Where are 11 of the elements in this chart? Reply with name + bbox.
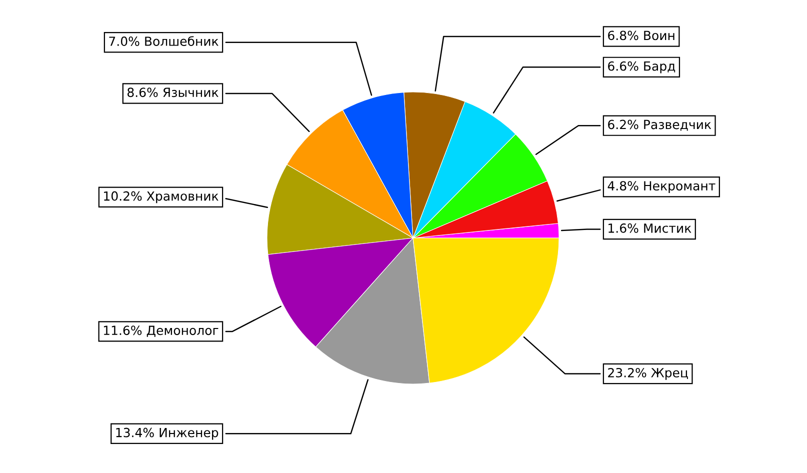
slice-label: 8.6% Язычник — [128, 88, 218, 98]
slice-label: 4.8% Некромант — [608, 181, 716, 193]
slice-label: 6.2% Разведчик — [608, 120, 712, 131]
slice-label: 6.8% Воин — [608, 30, 674, 40]
slice-label: 11.6% Демонолог — [104, 326, 218, 337]
slice-label: 23.2% Жрец — [608, 368, 688, 380]
slice-label: 7.0% Волшебник — [109, 36, 218, 46]
slice-label: 10.2% Храмовник — [104, 191, 218, 204]
slice-label: 1.6% Мистик — [608, 223, 692, 233]
slice-label: 6.6% Бард — [608, 61, 676, 74]
slice-label: 13.4% Инженер — [116, 428, 218, 440]
